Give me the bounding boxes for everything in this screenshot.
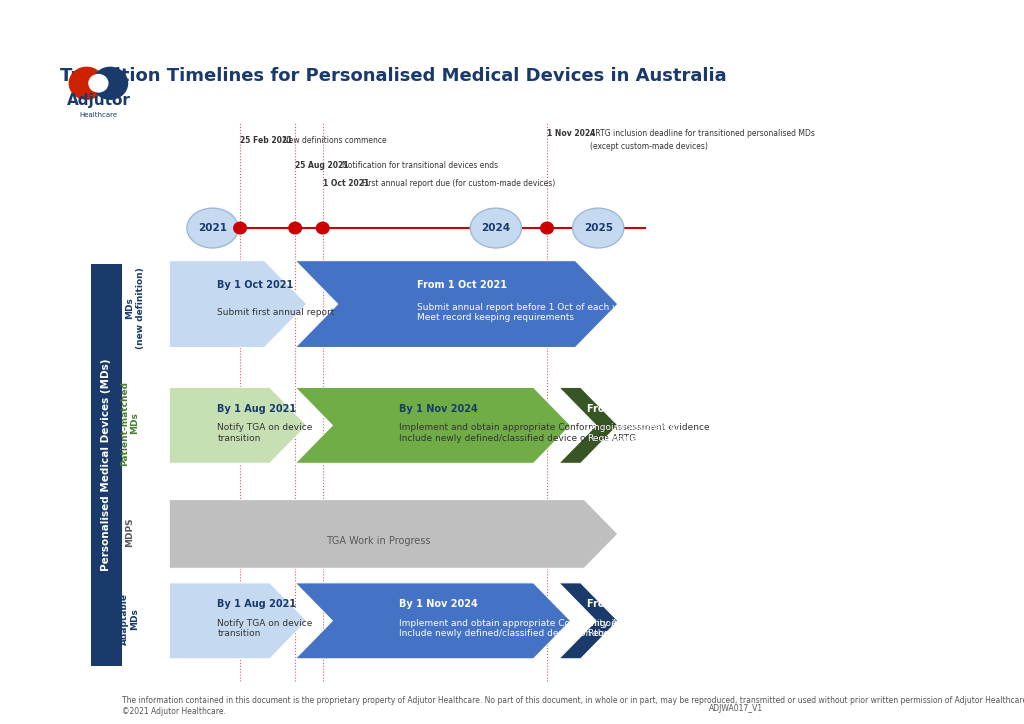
Circle shape — [89, 75, 108, 92]
Text: Custom-made
MDs
(new definition): Custom-made MDs (new definition) — [115, 267, 144, 348]
Circle shape — [541, 222, 553, 234]
Polygon shape — [559, 387, 617, 463]
Polygon shape — [169, 387, 307, 463]
Text: From 1 Oct 2021: From 1 Oct 2021 — [417, 280, 507, 290]
Text: TGA Work in Progress: TGA Work in Progress — [327, 536, 431, 546]
Text: 1 Nov 2024: 1 Nov 2024 — [547, 129, 595, 138]
Polygon shape — [169, 261, 307, 348]
Ellipse shape — [470, 209, 521, 248]
Text: MDPS: MDPS — [125, 518, 134, 547]
Circle shape — [70, 67, 103, 99]
Text: Patient-matched
MDs: Patient-matched MDs — [120, 381, 139, 466]
Text: By 1 Oct 2021: By 1 Oct 2021 — [217, 280, 294, 290]
Text: Submit annual report before 1 Oct of each year
Meet record keeping requirements: Submit annual report before 1 Oct of eac… — [417, 303, 632, 322]
Circle shape — [316, 222, 329, 234]
Text: By 1 Nov 2024: By 1 Nov 2024 — [399, 403, 478, 413]
Polygon shape — [295, 261, 617, 348]
Text: ARTG inclusion deadline for transitioned personalised MDs: ARTG inclusion deadline for transitioned… — [590, 129, 815, 138]
Text: Adaptable
MDs: Adaptable MDs — [120, 593, 139, 645]
Text: The information contained in this document is the proprietary property of Adjuto: The information contained in this docume… — [122, 696, 1024, 716]
Text: 1 Oct 2021: 1 Oct 2021 — [323, 180, 369, 188]
Circle shape — [233, 222, 247, 234]
Text: Ongoing Postmarket
Requirements: Ongoing Postmarket Requirements — [587, 424, 679, 442]
Text: Notification for transitional devices ends: Notification for transitional devices en… — [342, 161, 499, 170]
Text: 2024: 2024 — [481, 223, 510, 233]
Text: New definitions commence: New definitions commence — [284, 136, 387, 145]
Text: Ongoing Postmarket
Requirements: Ongoing Postmarket Requirements — [587, 619, 679, 638]
Text: Submit first annual report: Submit first annual report — [217, 308, 335, 317]
Text: Healthcare: Healthcare — [79, 112, 118, 118]
Ellipse shape — [572, 209, 624, 248]
Text: Notify TGA on device
transition: Notify TGA on device transition — [217, 424, 312, 442]
Text: By 1 Nov 2024: By 1 Nov 2024 — [399, 599, 478, 609]
Polygon shape — [559, 583, 617, 659]
Text: Personalised Medical Devices (MDs): Personalised Medical Devices (MDs) — [101, 359, 112, 571]
Text: 25 Aug 2021: 25 Aug 2021 — [295, 161, 348, 170]
Text: Notify TGA on device
transition: Notify TGA on device transition — [217, 619, 312, 638]
Polygon shape — [169, 583, 307, 659]
Text: (except custom-made devices): (except custom-made devices) — [590, 142, 709, 151]
Circle shape — [289, 222, 301, 234]
Text: ADJWA017_V1: ADJWA017_V1 — [710, 704, 764, 713]
Text: Adjutor: Adjutor — [67, 93, 130, 108]
Polygon shape — [295, 387, 570, 463]
Text: First annual report due (for custom-made devices): First annual report due (for custom-made… — [362, 180, 555, 188]
Text: From 1 Nov 2024: From 1 Nov 2024 — [587, 599, 680, 609]
Text: By 1 Aug 2021: By 1 Aug 2021 — [217, 403, 297, 413]
Text: Transition Timelines for Personalised Medical Devices in Australia: Transition Timelines for Personalised Me… — [60, 67, 727, 85]
Polygon shape — [295, 583, 570, 659]
Text: By 1 Aug 2021: By 1 Aug 2021 — [217, 599, 297, 609]
Text: Implement and obtain appropriate Conformity Assessment evidence
Include newly de: Implement and obtain appropriate Conform… — [399, 424, 710, 442]
Text: From 1 Nov 2024: From 1 Nov 2024 — [587, 403, 680, 413]
Text: 2021: 2021 — [198, 223, 227, 233]
Ellipse shape — [187, 209, 239, 248]
FancyBboxPatch shape — [90, 264, 122, 666]
Circle shape — [93, 67, 128, 99]
Text: 2025: 2025 — [584, 223, 612, 233]
Polygon shape — [169, 500, 617, 568]
Text: Implement and obtain appropriate Conformity Assessment evidence
Include newly de: Implement and obtain appropriate Conform… — [399, 619, 710, 638]
Text: 25 Feb 2021: 25 Feb 2021 — [240, 136, 293, 145]
